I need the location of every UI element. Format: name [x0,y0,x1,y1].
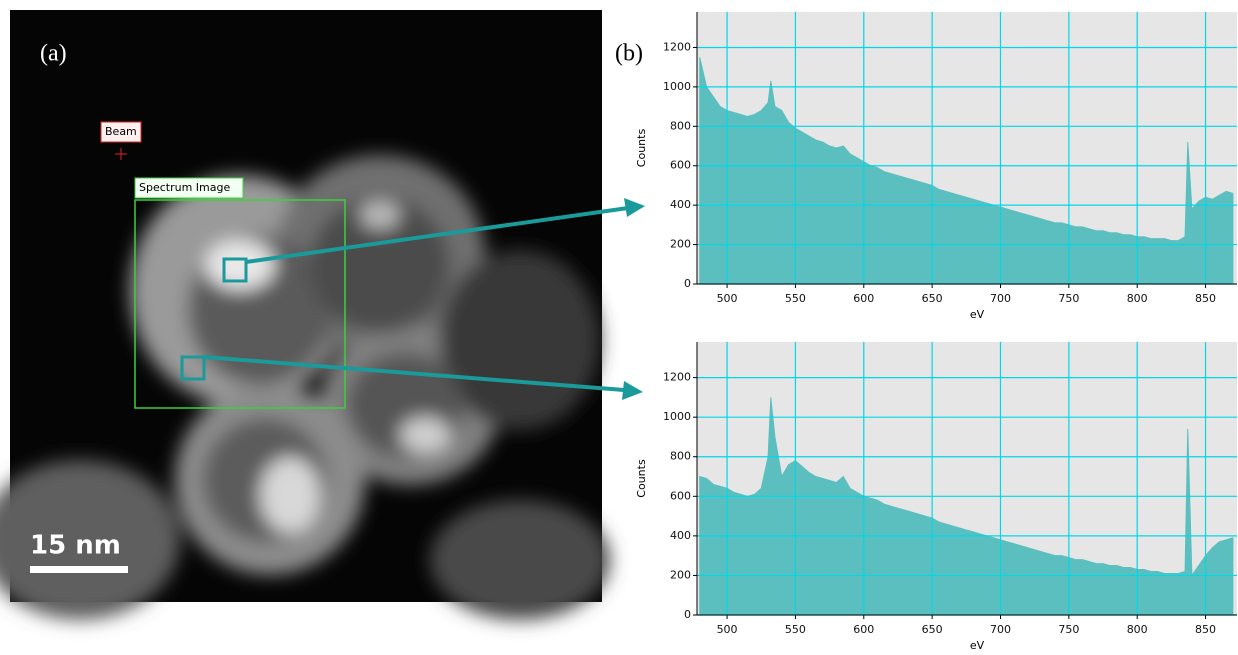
x-tick-label: 500 [717,292,738,305]
x-tick-label: 700 [990,623,1011,636]
micrograph: Spectrum Image Beam (a) 15 nm [0,10,645,620]
y-tick-label: 1000 [663,80,691,93]
x-tick-label: 800 [1127,292,1148,305]
y-tick-label: 600 [670,159,691,172]
panel-label: (a) [40,41,67,67]
y-tick-label: 0 [684,277,691,290]
x-axis-label: eV [970,308,985,321]
x-tick-label: 800 [1127,623,1148,636]
x-tick-label: 650 [922,292,943,305]
y-tick-label: 1200 [663,371,691,384]
spectrum-area [699,397,1234,616]
x-tick-label: 750 [1058,623,1079,636]
panel-label: (b) [615,41,643,67]
x-tick-label: 600 [853,623,874,636]
spectrum-area [699,57,1234,285]
x-axis-label: eV [970,639,985,651]
x-tick-label: 600 [853,292,874,305]
x-tick-label: 650 [922,623,943,636]
y-tick-label: 400 [670,529,691,542]
y-axis-label: Counts [635,459,648,498]
y-tick-label: 800 [670,119,691,132]
y-tick-label: 800 [670,450,691,463]
y-axis-label: Counts [635,129,648,168]
x-tick-label: 500 [717,623,738,636]
y-tick-label: 1000 [663,410,691,423]
y-tick-label: 1200 [663,40,691,53]
x-tick-label: 850 [1195,623,1216,636]
x-tick-label: 700 [990,292,1011,305]
y-tick-label: 600 [670,489,691,502]
scale-bar-label: 15 nm [30,531,121,561]
x-tick-label: 550 [785,292,806,305]
y-tick-label: 0 [684,608,691,621]
y-tick-label: 200 [670,238,691,251]
roi-label: Spectrum Image [139,181,230,194]
x-tick-label: 850 [1195,292,1216,305]
x-tick-label: 550 [785,623,806,636]
x-tick-label: 750 [1058,292,1079,305]
y-tick-label: 400 [670,198,691,211]
beam-label: Beam [105,125,137,138]
y-tick-label: 200 [670,568,691,581]
